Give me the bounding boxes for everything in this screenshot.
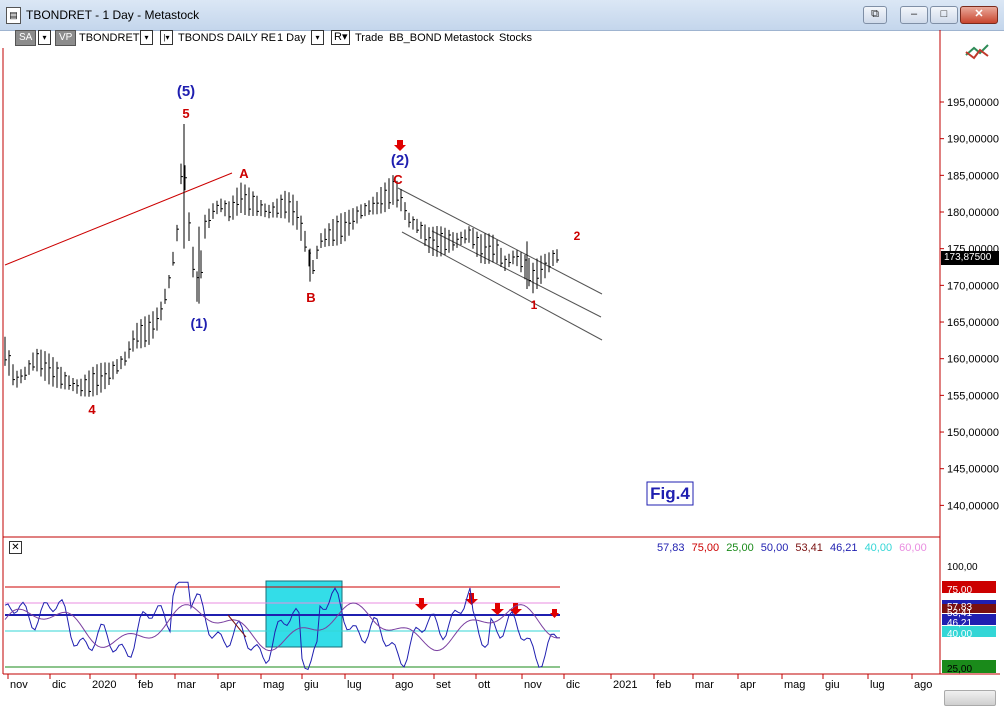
legend-value: 40,00 <box>864 542 893 554</box>
time-tick-label: mar <box>177 679 196 691</box>
indicator-tick-label: 25,00 <box>947 664 972 675</box>
wave-2-blue-label: (2) <box>391 152 409 169</box>
indicator-tick-label: 40,00 <box>947 629 972 640</box>
price-tick-label: 195,00000 <box>947 97 999 109</box>
time-tick-label: lug <box>347 679 362 691</box>
price-tick-label: 150,00000 <box>947 427 999 439</box>
r-button[interactable]: R▾ <box>331 30 351 45</box>
time-tick-label: nov <box>524 679 542 691</box>
time-tick-label: dic <box>566 679 581 691</box>
time-tick-label: ott <box>478 679 490 691</box>
time-tick-label: ago <box>914 679 932 691</box>
time-tick-label: lug <box>870 679 885 691</box>
time-tick-label: mar <box>695 679 714 691</box>
legend-value: 46,21 <box>829 542 858 554</box>
price-tick-label: 145,00000 <box>947 464 999 476</box>
period-label[interactable]: 1 Day <box>277 32 306 44</box>
signal-arrows <box>394 140 559 618</box>
time-tick-label: nov <box>10 679 28 691</box>
time-tick-label: mag <box>263 679 284 691</box>
time-tick-label: apr <box>220 679 236 691</box>
price-tick-label: 155,00000 <box>947 390 999 402</box>
chart-type-icon[interactable] <box>965 44 989 60</box>
price-tick-label: 160,00000 <box>947 354 999 366</box>
restore-icon[interactable]: ⧉ <box>863 6 887 24</box>
time-tick-label: feb <box>138 679 153 691</box>
time-tick-label: mag <box>784 679 805 691</box>
source-label: Metastock <box>444 32 495 44</box>
indicator-tick-label: 100,00 <box>947 562 978 573</box>
indicator-legend: 57,83 75,00 25,00 50,00 53,41 46,21 40,0… <box>657 541 927 555</box>
trade-label[interactable]: Trade <box>355 32 384 44</box>
minimize-button[interactable]: – <box>900 6 928 24</box>
wave-5-red-label: 5 <box>182 106 189 121</box>
price-tick-label: 185,00000 <box>947 170 999 182</box>
type-label: Stocks <box>499 32 533 44</box>
time-tick-label: set <box>436 679 451 691</box>
legend-value: 60,00 <box>899 542 927 554</box>
title-bar: ▤ TBONDRET - 1 Day - Metastock ⧉ – □ ✕ <box>0 0 1004 31</box>
oscillator-line <box>4 581 561 671</box>
price-tick-label: 180,00000 <box>947 207 999 219</box>
horizontal-scrollbar[interactable] <box>944 690 996 706</box>
wave-1-red-label: 1 <box>531 298 538 312</box>
wave-b-label: B <box>306 290 315 305</box>
price-tick-label: 190,00000 <box>947 134 999 146</box>
indicator-tick-label: 75,00 <box>947 585 972 596</box>
wave-1-blue-label: (1) <box>190 315 207 331</box>
vp-button[interactable]: VP <box>55 30 77 46</box>
legend-value: 75,00 <box>691 542 720 554</box>
indicator-tick-label: 57,83 <box>947 602 972 613</box>
chart-toolbar: SA ▾ VP TBONDRET ▾ |▾ TBONDS DAILY RE 1 … <box>0 30 940 48</box>
legend-value: 53,41 <box>795 542 823 554</box>
time-tick-label: ago <box>395 679 413 691</box>
channel-upper[interactable] <box>397 187 603 295</box>
time-tick-label: apr <box>740 679 756 691</box>
wave-4-red-label: 4 <box>88 402 96 417</box>
price-tick-label: 170,00000 <box>947 280 999 292</box>
sa-button[interactable]: SA <box>15 30 37 46</box>
time-tick-label: dic <box>52 679 67 691</box>
current-price-tag: 173,87500 <box>941 251 999 265</box>
channel-lower[interactable] <box>401 231 603 341</box>
chart-dynamic-layer: 195,00000 190,00000 185,00000 180,00000 1 75,… <box>4 83 999 691</box>
maximize-button[interactable]: □ <box>930 6 958 24</box>
time-tick-label: giu <box>825 679 840 691</box>
sa-dropdown-icon[interactable]: ▾ <box>38 30 51 45</box>
trendline-a[interactable] <box>4 172 233 266</box>
price-tick-label: 140,00000 <box>947 500 999 512</box>
price-tick-label: 165,00000 <box>947 317 999 329</box>
document-icon[interactable]: ▤ <box>6 7 21 24</box>
close-indicator-icon[interactable]: ✕ <box>9 541 22 554</box>
wave-a-label: A <box>239 166 249 181</box>
indicator-tick-label: 53,41 <box>947 608 972 619</box>
time-tick-label: 2020 <box>92 679 116 691</box>
time-tick-label: feb <box>656 679 671 691</box>
close-button[interactable]: ✕ <box>960 6 998 24</box>
figure-label: Fig.4 <box>650 484 690 503</box>
legend-value: 50,00 <box>760 542 789 554</box>
legend-value: 57,83 <box>657 542 685 554</box>
window-title: TBONDRET - 1 Day - Metastock <box>26 8 200 22</box>
time-tick-label: giu <box>304 679 319 691</box>
oscillator-signal-line <box>4 602 561 652</box>
step-icon[interactable]: |▾ <box>160 30 173 45</box>
symbol-label[interactable]: TBONDRET <box>79 32 140 44</box>
indicator-tick-label: 46,21 <box>947 618 972 629</box>
r-label: R <box>334 31 342 43</box>
time-tick-label: 2021 <box>613 679 637 691</box>
wave-2-red-label: 2 <box>574 229 581 243</box>
wave-5-blue-label: (5) <box>177 83 195 100</box>
channel-middle[interactable] <box>431 230 602 318</box>
period-dropdown-icon[interactable]: ▾ <box>311 30 324 45</box>
wave-c-label: C <box>393 172 403 187</box>
security-label[interactable]: TBONDS DAILY RE <box>178 32 277 44</box>
symbol-dropdown-icon[interactable]: ▾ <box>140 30 153 45</box>
expert-label[interactable]: BB_BOND <box>389 32 442 44</box>
oscillator-segment <box>227 614 247 638</box>
legend-value: 25,00 <box>726 542 754 554</box>
